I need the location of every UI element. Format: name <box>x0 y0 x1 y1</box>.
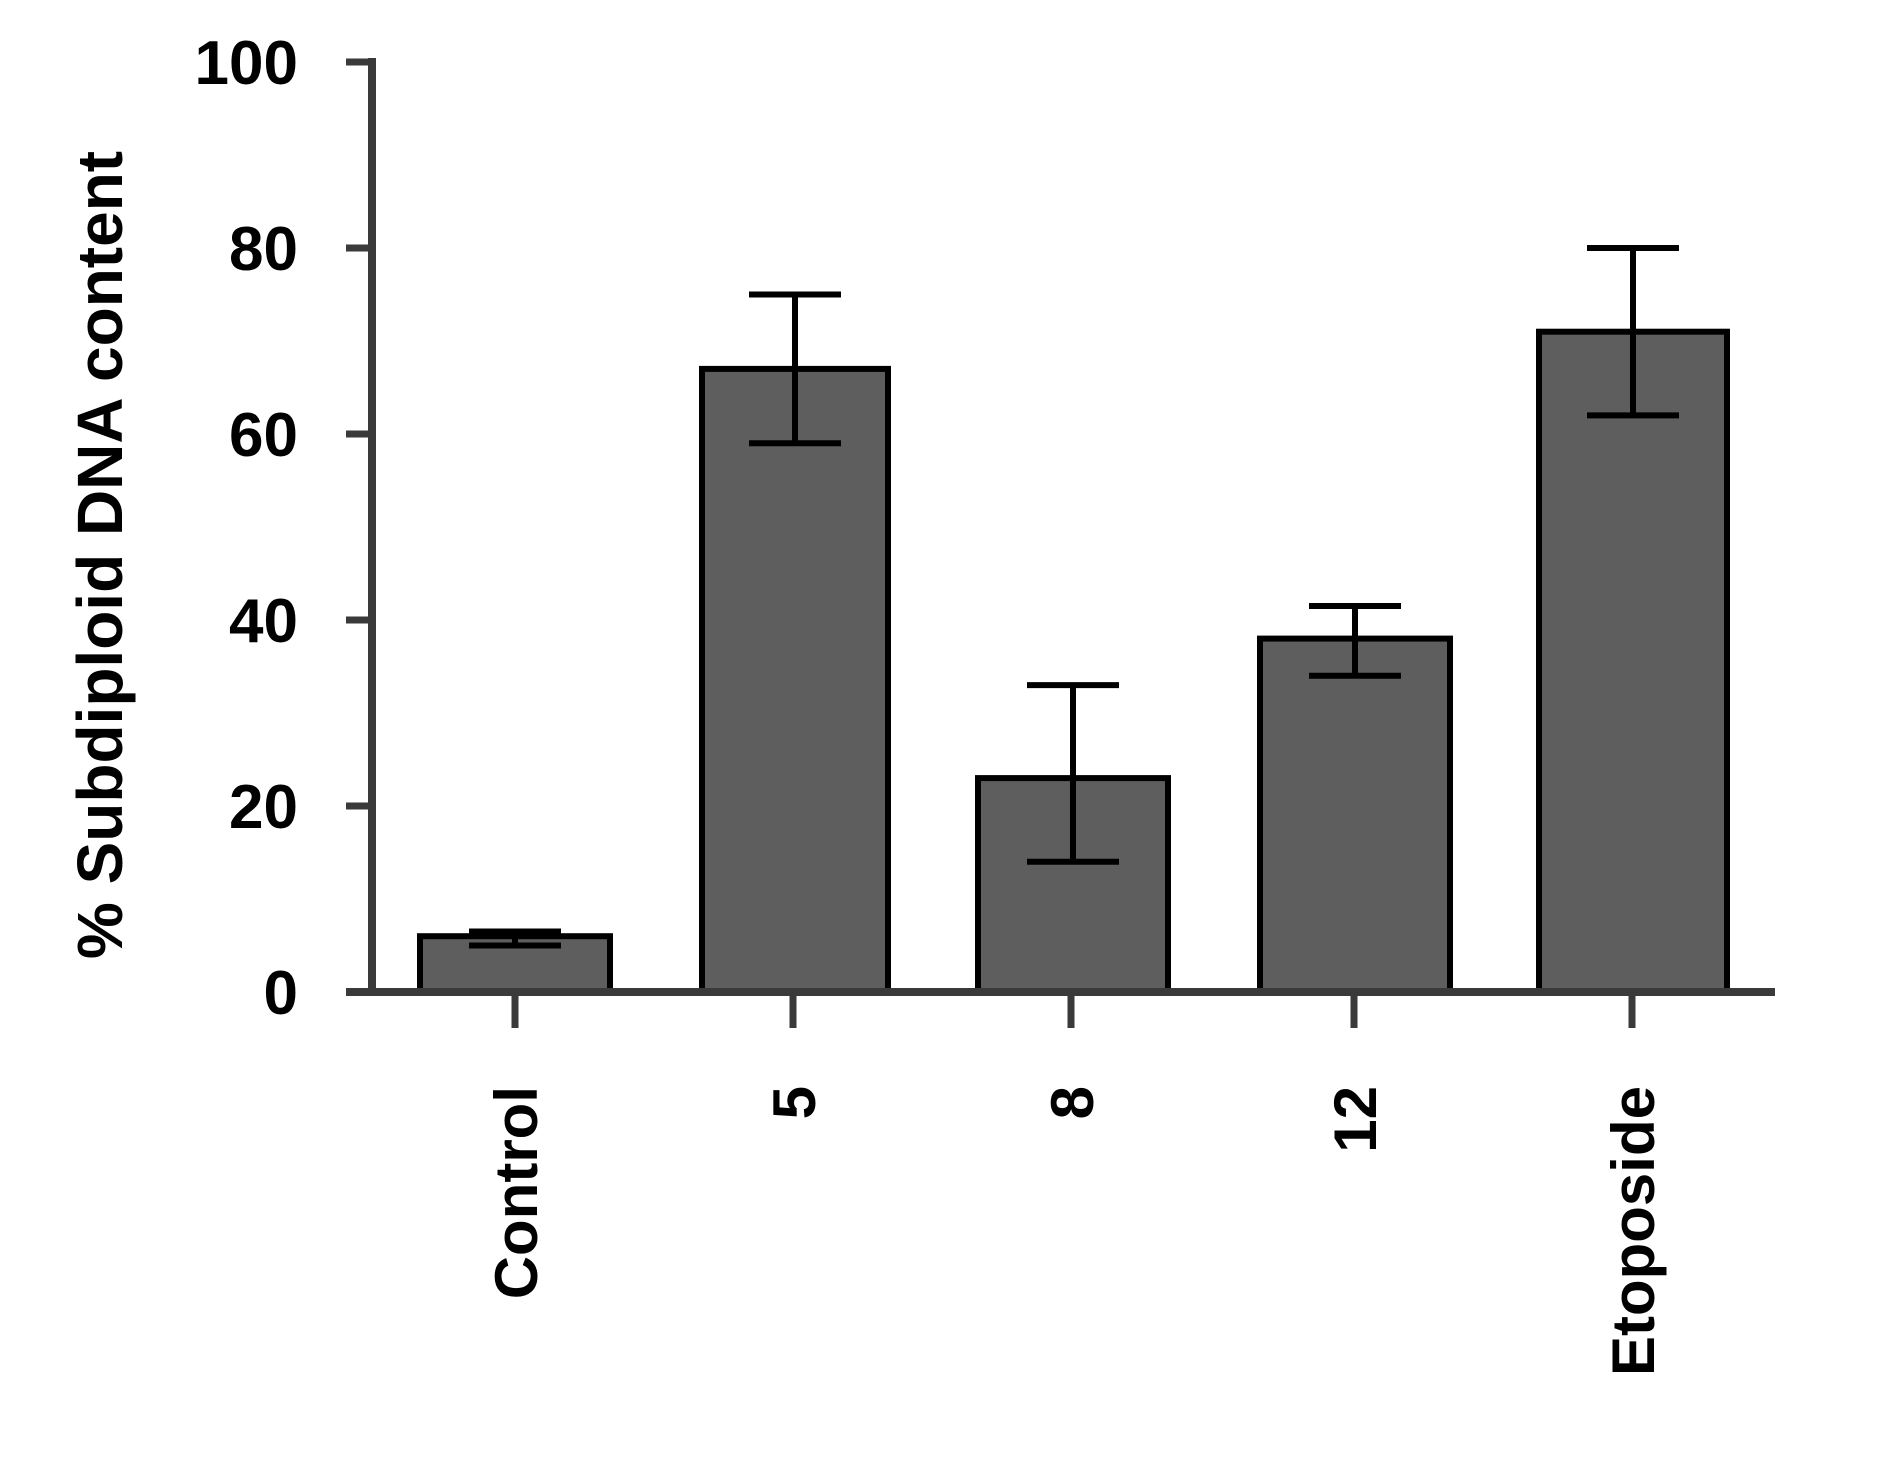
y-tick-label-20: 20 <box>229 773 298 842</box>
error-bar-8 <box>1027 682 1119 865</box>
x-category-label-12: 12 <box>1322 1086 1389 1153</box>
error-bar-12 <box>1309 603 1401 679</box>
x-ticks-group: Control 5 8 12 Etoposide <box>483 992 1667 1376</box>
axes-group <box>346 58 1775 996</box>
y-ticks-group: 0 20 40 60 80 100 <box>195 29 372 1028</box>
y-axis-title: % Subdiploid DNA content <box>64 151 136 959</box>
bar-etoposide <box>1536 328 1730 995</box>
bars-group <box>417 328 1730 996</box>
x-category-label-etoposide: Etoposide <box>1600 1086 1667 1376</box>
bar-12 <box>1257 635 1453 995</box>
y-tick-label-60: 60 <box>229 401 298 470</box>
y-tick-label-40: 40 <box>229 587 298 656</box>
x-category-label-8: 8 <box>1039 1086 1106 1119</box>
error-bars-group <box>469 245 1679 949</box>
x-category-label-5: 5 <box>761 1086 828 1119</box>
error-bar-5 <box>749 291 841 447</box>
x-category-label-control: Control <box>483 1086 550 1299</box>
bar-5 <box>699 365 891 995</box>
error-bar-control <box>469 928 561 949</box>
y-tick-label-80: 80 <box>229 215 298 284</box>
y-tick-label-0: 0 <box>264 959 298 1028</box>
error-bar-etoposide <box>1587 245 1679 419</box>
y-tick-label-100: 100 <box>195 29 298 98</box>
